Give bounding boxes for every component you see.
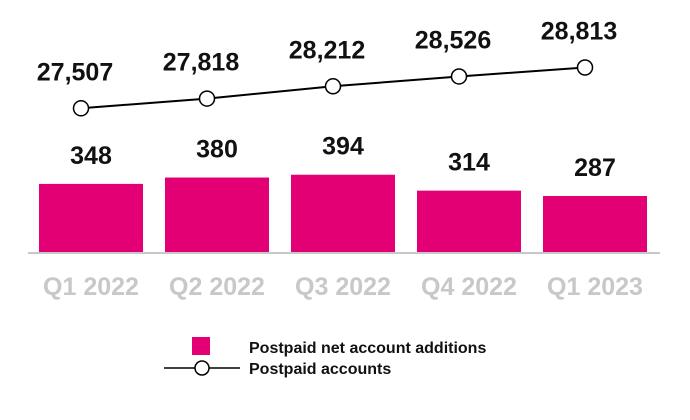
bar-value-label: 287 bbox=[574, 154, 616, 182]
bar-value-label: 314 bbox=[448, 149, 490, 177]
line-series: 27,507 27,818 28,212 28,526 28,813 bbox=[37, 18, 617, 117]
category-label: Q2 2022 bbox=[169, 273, 265, 301]
legend-bar-swatch bbox=[192, 337, 210, 355]
category-label: Q1 2023 bbox=[547, 273, 643, 301]
accounts-point bbox=[324, 78, 342, 95]
bar-q3-2022 bbox=[291, 174, 395, 253]
bar-q4-2022 bbox=[417, 190, 521, 253]
legend-line-marker-circle bbox=[194, 360, 210, 376]
accounts-value-label: 27,507 bbox=[37, 58, 113, 86]
category-label: Q1 2022 bbox=[43, 273, 139, 301]
accounts-value-label: 28,813 bbox=[541, 18, 617, 46]
accounts-value-label: 28,526 bbox=[415, 26, 491, 54]
bar-q1-2022 bbox=[39, 183, 143, 253]
legend-bar-label: Postpaid net account additions bbox=[249, 340, 486, 357]
accounts-point bbox=[198, 90, 216, 107]
category-label: Q3 2022 bbox=[295, 273, 391, 301]
bar-series: 348 380 394 314 287 bbox=[39, 133, 647, 253]
bar-value-label: 380 bbox=[196, 136, 238, 164]
bar-value-label: 348 bbox=[70, 142, 112, 170]
category-label: Q4 2022 bbox=[421, 273, 517, 301]
bar-q2-2022 bbox=[165, 177, 269, 253]
legend: Postpaid net account additions Postpaid … bbox=[164, 337, 486, 378]
category-labels: Q1 2022 Q2 2022 Q3 2022 Q4 2022 Q1 2023 bbox=[43, 273, 643, 301]
accounts-point bbox=[72, 100, 90, 117]
bar-q1-2023 bbox=[543, 196, 647, 253]
accounts-value-label: 28,212 bbox=[289, 36, 365, 64]
accounts-point bbox=[450, 68, 468, 85]
accounts-point bbox=[576, 59, 594, 76]
bar-value-label: 394 bbox=[322, 133, 364, 161]
legend-line-label: Postpaid accounts bbox=[249, 361, 391, 378]
accounts-value-label: 27,818 bbox=[163, 49, 240, 77]
